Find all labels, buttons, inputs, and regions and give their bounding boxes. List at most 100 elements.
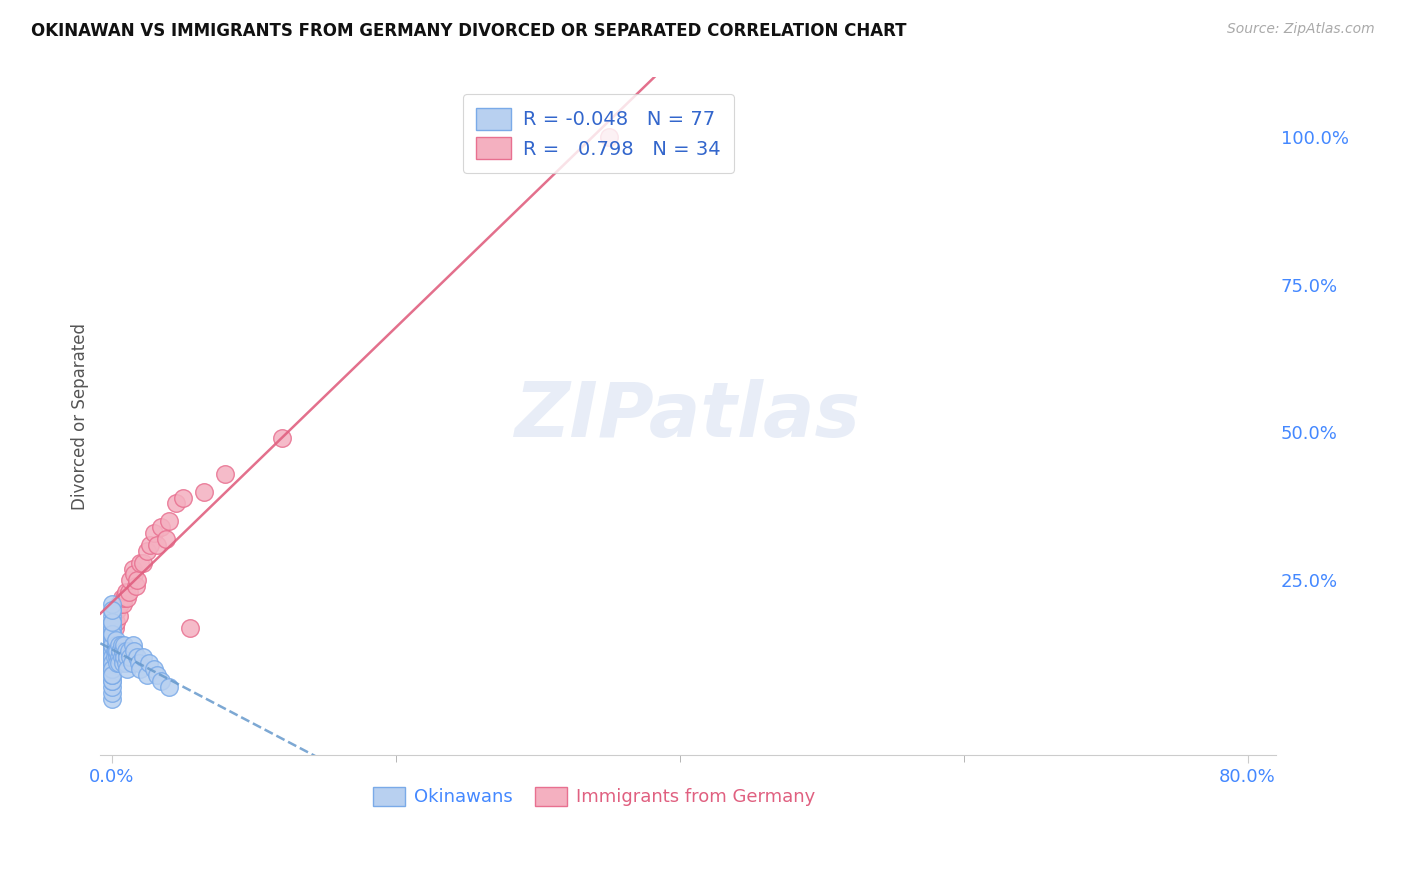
- Point: [150, 520, 173, 534]
- Point: [598, 129, 620, 144]
- Point: [111, 591, 134, 606]
- Point: [165, 496, 187, 510]
- Point: [100, 639, 122, 653]
- Point: [100, 603, 122, 617]
- Point: [117, 591, 139, 606]
- Point: [111, 639, 134, 653]
- Point: [115, 644, 138, 658]
- Point: [124, 644, 146, 658]
- Point: [100, 639, 122, 653]
- Point: [114, 591, 136, 606]
- Point: [100, 621, 122, 635]
- Point: [100, 632, 122, 647]
- Point: [120, 650, 142, 665]
- Point: [122, 639, 145, 653]
- Text: ZIPatlas: ZIPatlas: [515, 379, 860, 453]
- Point: [108, 656, 131, 670]
- Point: [132, 650, 155, 665]
- Point: [138, 656, 160, 670]
- Point: [118, 644, 141, 658]
- Point: [214, 467, 236, 481]
- Point: [105, 603, 128, 617]
- Point: [143, 662, 166, 676]
- Point: [114, 639, 136, 653]
- Point: [103, 644, 125, 658]
- Point: [104, 615, 127, 629]
- Point: [100, 644, 122, 658]
- Point: [112, 597, 135, 611]
- Point: [108, 608, 131, 623]
- Point: [129, 662, 152, 676]
- Point: [100, 673, 122, 688]
- Point: [100, 626, 122, 640]
- Point: [100, 644, 122, 658]
- Text: Source: ZipAtlas.com: Source: ZipAtlas.com: [1227, 22, 1375, 37]
- Point: [104, 644, 127, 658]
- Point: [100, 639, 122, 653]
- Point: [100, 656, 122, 670]
- Point: [100, 597, 122, 611]
- Point: [100, 662, 122, 676]
- Point: [115, 585, 138, 599]
- Point: [108, 650, 131, 665]
- Point: [143, 526, 166, 541]
- Point: [115, 656, 138, 670]
- Point: [100, 644, 122, 658]
- Point: [122, 561, 145, 575]
- Point: [118, 585, 141, 599]
- Y-axis label: Divorced or Separated: Divorced or Separated: [72, 323, 89, 509]
- Point: [100, 668, 122, 682]
- Point: [112, 644, 135, 658]
- Point: [128, 656, 150, 670]
- Point: [114, 650, 136, 665]
- Point: [172, 491, 194, 505]
- Point: [155, 532, 177, 546]
- Point: [100, 608, 122, 623]
- Point: [146, 538, 169, 552]
- Point: [136, 543, 159, 558]
- Legend: Okinawans, Immigrants from Germany: Okinawans, Immigrants from Germany: [366, 780, 823, 814]
- Point: [136, 668, 159, 682]
- Point: [100, 626, 122, 640]
- Point: [139, 538, 162, 552]
- Point: [157, 680, 180, 694]
- Point: [100, 650, 122, 665]
- Point: [117, 662, 139, 676]
- Point: [111, 650, 134, 665]
- Point: [127, 574, 149, 588]
- Point: [121, 656, 143, 670]
- Point: [110, 644, 132, 658]
- Point: [100, 603, 122, 617]
- Point: [100, 662, 122, 676]
- Point: [193, 484, 215, 499]
- Point: [100, 668, 122, 682]
- Point: [100, 632, 122, 647]
- Point: [108, 639, 131, 653]
- Point: [104, 632, 127, 647]
- Point: [112, 656, 135, 670]
- Point: [100, 680, 122, 694]
- Point: [271, 431, 294, 445]
- Text: OKINAWAN VS IMMIGRANTS FROM GERMANY DIVORCED OR SEPARATED CORRELATION CHART: OKINAWAN VS IMMIGRANTS FROM GERMANY DIVO…: [31, 22, 907, 40]
- Point: [120, 574, 142, 588]
- Point: [125, 579, 148, 593]
- Point: [100, 632, 122, 647]
- Point: [100, 615, 122, 629]
- Point: [100, 626, 122, 640]
- Point: [108, 597, 131, 611]
- Point: [157, 514, 180, 528]
- Point: [100, 650, 122, 665]
- Point: [105, 644, 128, 658]
- Point: [100, 626, 122, 640]
- Point: [127, 650, 149, 665]
- Point: [129, 556, 152, 570]
- Point: [146, 668, 169, 682]
- Point: [103, 650, 125, 665]
- Point: [100, 691, 122, 706]
- Point: [100, 668, 122, 682]
- Point: [132, 556, 155, 570]
- Point: [100, 656, 122, 670]
- Point: [100, 650, 122, 665]
- Point: [124, 567, 146, 582]
- Point: [150, 673, 173, 688]
